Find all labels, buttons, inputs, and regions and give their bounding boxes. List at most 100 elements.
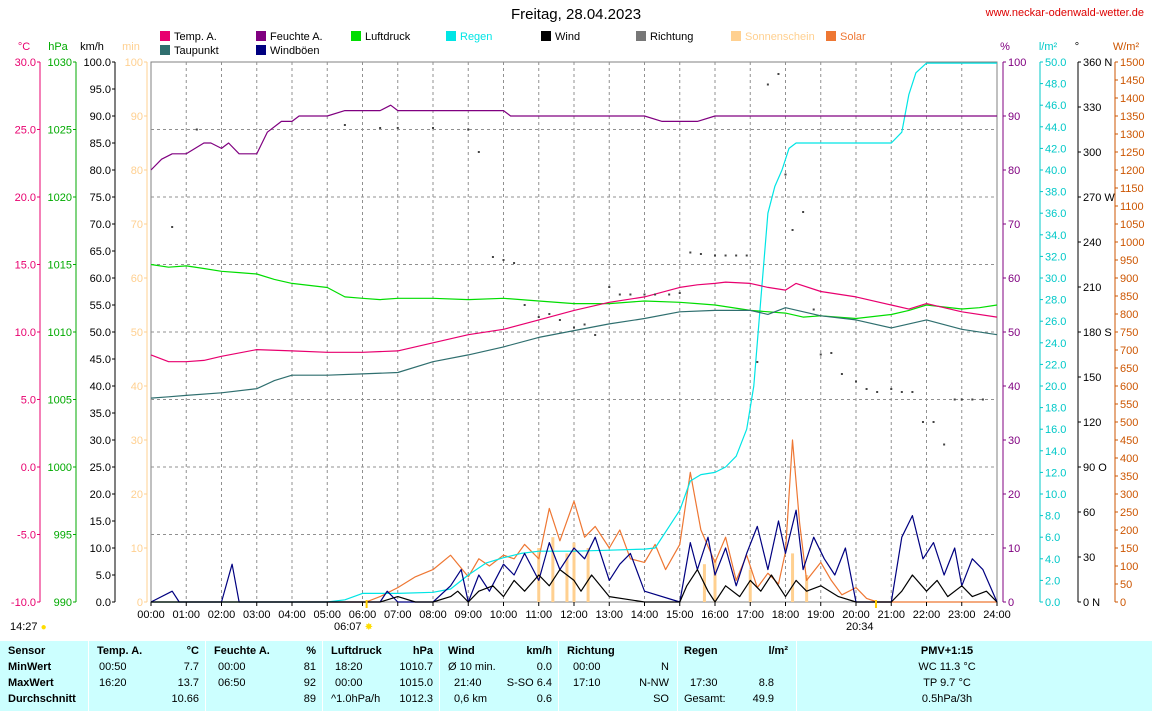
chart-series-layer (150, 62, 998, 603)
solar-axis-tick-label: 1000 (1120, 237, 1144, 249)
direction-point (523, 304, 526, 306)
sunshine-bar (748, 569, 752, 602)
wind-axis-tick-label: 80.0 (90, 165, 111, 177)
stats-wind-unit: km/h (526, 645, 552, 657)
direction-point (477, 151, 480, 153)
direction-point (960, 398, 963, 401)
rain-axis-tick-label: 34.0 (1045, 230, 1066, 242)
legend-item: Luftdruck (351, 31, 410, 43)
time-now-label: 14:27 ● (10, 621, 47, 633)
solar-axis-tick-label: 150 (1120, 543, 1138, 555)
stats-wind-min: 0.0 (536, 661, 552, 673)
solar-axis-tick-label: 750 (1120, 327, 1138, 339)
x-tick-label: 14:00 (631, 609, 659, 621)
direction-point (777, 73, 780, 75)
temp-axis-tick-label: 5.0 (21, 395, 36, 407)
stats-direction-max: N-NW (639, 677, 669, 689)
solar-axis-tick-label: 200 (1120, 525, 1138, 537)
direction-point (724, 254, 727, 257)
solar-axis-tick-label: 700 (1120, 345, 1138, 357)
stats-col-pressure: Luftdruck hPa 18:20 1010.7 00:00 1015.0 … (323, 641, 440, 711)
rain-axis-tick-label: 16.0 (1045, 424, 1066, 436)
solar-axis-tick-label: 1350 (1120, 111, 1144, 123)
rain-axis-tick-label: 0.0 (1045, 597, 1060, 609)
rain-axis-tick-label: 42.0 (1045, 143, 1066, 155)
x-tick-label: 15:00 (666, 609, 694, 621)
humidity-axis-tick-label: 90 (1008, 111, 1020, 123)
legend-label: Feuchte A. (270, 31, 323, 43)
solar-axis-tick-label: 950 (1120, 255, 1138, 267)
temp-axis-tick-label: 25.0 (15, 125, 36, 137)
legend-label: Windböen (270, 45, 320, 57)
legend-label: Temp. A. (174, 31, 217, 43)
solar-axis-tick-label: 500 (1120, 417, 1138, 429)
rain-axis-tick-label: 14.0 (1045, 446, 1066, 458)
stats-rain-max: 8.8 (758, 677, 774, 689)
direction-point (583, 323, 586, 326)
direction-point (171, 226, 174, 228)
sun-axis-unit: min (122, 41, 140, 53)
stats-humidity-min-time: 00:00 (218, 661, 246, 673)
rain-axis-tick-label: 48.0 (1045, 79, 1066, 91)
humidity-axis-tick-label: 50 (1008, 327, 1020, 339)
direction-point (467, 128, 470, 131)
humidity-axis-tick-label: 100 (1008, 57, 1026, 69)
direction-axis-tick-label: 210 (1083, 282, 1101, 294)
sun-axis-tick-label: 0 (137, 597, 143, 609)
sun-axis-tick-label: 30 (131, 435, 143, 447)
stats-temp-min-time: 00:50 (99, 661, 127, 673)
sunrise-icon: ✸ (364, 622, 373, 633)
direction-point (784, 173, 787, 176)
rain-axis-tick-label: 4.0 (1045, 554, 1060, 566)
direction-point (432, 127, 434, 129)
stats-pressure-min: 1010.7 (399, 661, 433, 673)
x-tick-label: 08:00 (419, 609, 447, 621)
direction-point (756, 361, 759, 363)
solar-axis-tick-label: 1450 (1120, 75, 1144, 87)
direction-point (714, 254, 716, 257)
direction-axis-unit: ° (1075, 41, 1079, 53)
legend-item: Taupunkt (160, 45, 219, 57)
site-link[interactable]: www.neckar-odenwald-wetter.de (985, 7, 1144, 19)
direction-point (343, 124, 346, 126)
temp-axis-tick-label: 0.0 (21, 462, 36, 474)
direction-point (876, 391, 879, 393)
humidity-axis-tick-label: 60 (1008, 273, 1020, 285)
sunset-value: 20:34 (846, 621, 874, 633)
pressure-axis-tick-label: 1030 (48, 57, 72, 69)
humidity-axis-tick-label: 10 (1008, 543, 1020, 555)
temp-axis-tick-label: 20.0 (15, 192, 36, 204)
stats-pressure-max-time: 00:00 (335, 677, 363, 689)
solar-axis-tick-label: 850 (1120, 291, 1138, 303)
stats-col-temp: Temp. A. °C 00:50 7.7 16:20 13.7 10.66 (89, 641, 206, 711)
legend-label: Sonnenschein (745, 31, 815, 43)
temp-axis-tick-label: 15.0 (15, 260, 36, 272)
legend-swatch (541, 31, 551, 41)
direction-axis-tick-label: 300 (1083, 147, 1101, 159)
x-tick-label: 11:00 (525, 609, 552, 621)
rain-axis-tick-label: 12.0 (1045, 467, 1066, 479)
sunset-label: 20:34 (846, 621, 874, 633)
stats-col-direction: Richtung 00:00 N 17:10 N-NW SO (559, 641, 678, 711)
stats-temp-min: 7.7 (183, 661, 199, 673)
stats-panel: Sensor MinWert MaxWert Durchschnitt Temp… (0, 641, 1152, 711)
x-tick-label: 02:00 (208, 609, 236, 621)
stats-rain-total: 49.9 (752, 693, 774, 705)
x-tick-label: 09:00 (454, 609, 482, 621)
series-wind-line (151, 568, 998, 603)
stats-row-avg: Durchschnitt (8, 693, 76, 705)
direction-point (491, 256, 494, 258)
x-tick-label: 16:00 (701, 609, 729, 621)
stats-humidity-title: Feuchte A. (214, 645, 270, 657)
solar-axis-tick-label: 450 (1120, 435, 1138, 447)
direction-axis-tick-label: 90 O (1083, 462, 1107, 474)
legend-label: Taupunkt (174, 45, 219, 57)
stats-row-min: MinWert (8, 661, 52, 673)
solar-axis-tick-label: 600 (1120, 381, 1138, 393)
stats-direction-min: N (661, 661, 669, 673)
wind-axis-tick-label: 65.0 (90, 246, 111, 258)
rain-axis-tick-label: 8.0 (1045, 511, 1060, 523)
humidity-axis-tick-label: 70 (1008, 219, 1020, 231)
stats-pressure-title: Luftdruck (331, 645, 382, 657)
x-tick-label: 07:00 (384, 609, 412, 621)
